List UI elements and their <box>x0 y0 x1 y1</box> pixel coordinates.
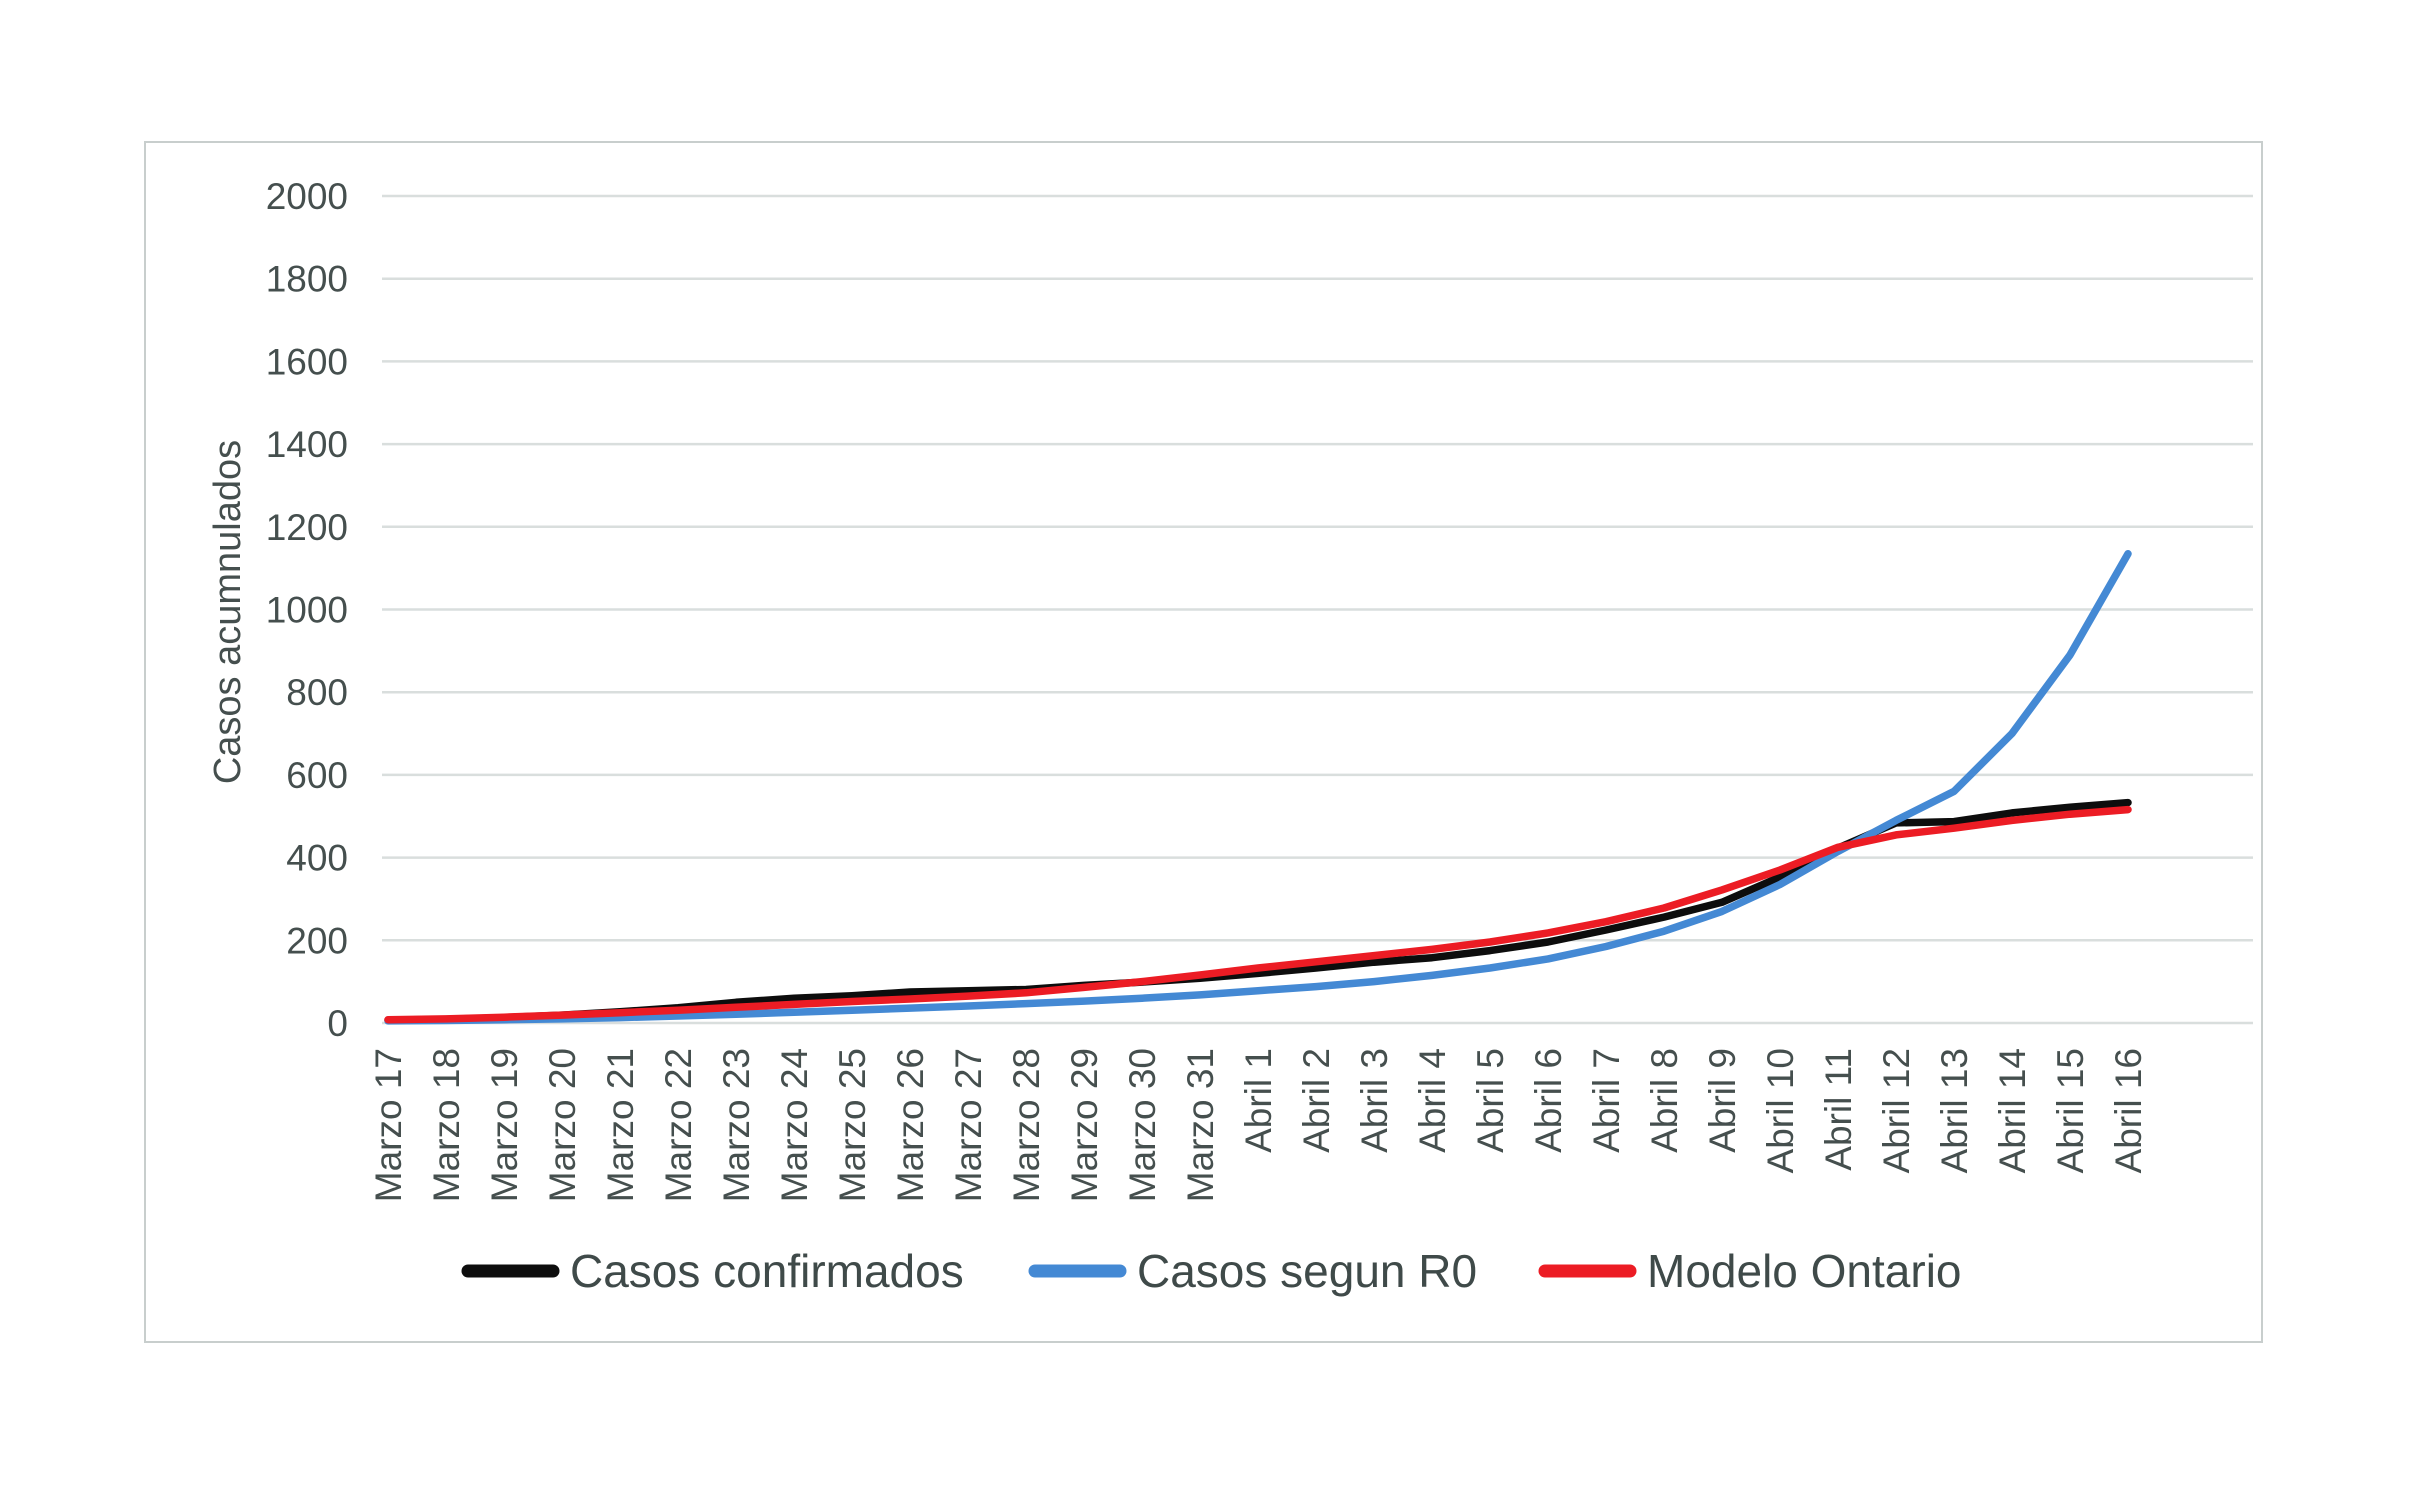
x-tick-label-13: Marzo 30 <box>1122 1048 1163 1202</box>
y-axis-tick-labels: 0 200 400 600 800 1000 1200 1400 1600 1800 2000 <box>266 176 348 1044</box>
x-tick-label-16: Abril 2 <box>1296 1048 1337 1153</box>
x-tick-label-27: Abril 13 <box>1934 1048 1975 1173</box>
series-lines <box>384 549 2132 1025</box>
x-tick-label-2: Marzo 19 <box>484 1048 525 1202</box>
x-tick-label-5: Marzo 22 <box>658 1048 699 1202</box>
x-tick-label-18: Abril 4 <box>1412 1048 1453 1153</box>
y-tick-label-1000: 1000 <box>266 590 348 631</box>
x-tick-label-3: Marzo 20 <box>542 1048 583 1202</box>
x-tick-label-26: Abril 12 <box>1876 1048 1917 1173</box>
x-tick-label-15: Abril 1 <box>1238 1048 1279 1153</box>
y-tick-label-1400: 1400 <box>266 424 348 465</box>
x-axis-tick-labels: Marzo 17 Marzo 18 Marzo 19 Marzo 20 Marzo 21… <box>368 1048 2149 1202</box>
x-tick-label-6: Marzo 23 <box>716 1048 757 1202</box>
y-tick-label-0: 0 <box>327 1003 348 1044</box>
x-tick-label-21: Abril 7 <box>1586 1048 1627 1153</box>
y-axis-title: Casos acumnulados <box>207 440 249 784</box>
x-tick-label-20: Abril 6 <box>1528 1048 1569 1153</box>
series-line-modelo-ontario <box>384 805 2132 1024</box>
x-tick-label-1: Marzo 18 <box>426 1048 467 1202</box>
x-tick-label-11: Marzo 28 <box>1006 1048 1047 1202</box>
legend-item-modelo-ontario: Modelo Ontario <box>1538 1245 1962 1297</box>
x-tick-label-17: Abril 3 <box>1354 1048 1395 1153</box>
x-tick-label-4: Marzo 21 <box>600 1048 641 1202</box>
x-tick-label-29: Abril 15 <box>2050 1048 2091 1173</box>
x-tick-label-24: Abril 10 <box>1760 1048 1801 1173</box>
x-tick-label-19: Abril 5 <box>1470 1048 1511 1153</box>
x-tick-label-9: Marzo 26 <box>890 1048 931 1202</box>
y-tick-label-1800: 1800 <box>266 259 348 300</box>
x-tick-label-12: Marzo 29 <box>1064 1048 1105 1202</box>
x-tick-label-23: Abril 9 <box>1702 1048 1743 1153</box>
legend-label: Casos segun R0 <box>1137 1245 1477 1297</box>
x-tick-label-30: Abril 16 <box>2108 1048 2149 1173</box>
y-tick-label-200: 200 <box>286 920 348 961</box>
gridlines <box>382 194 2253 1025</box>
series-line-casos-segun-r0 <box>384 549 2132 1025</box>
y-tick-label-800: 800 <box>286 672 348 713</box>
x-tick-label-10: Marzo 27 <box>948 1048 989 1202</box>
y-tick-label-400: 400 <box>286 838 348 879</box>
x-tick-label-25: Abril 11 <box>1818 1048 1859 1171</box>
x-tick-label-7: Marzo 24 <box>774 1048 815 1202</box>
legend-label: Casos confirmados <box>570 1245 964 1297</box>
y-tick-label-600: 600 <box>286 755 348 796</box>
x-tick-label-22: Abril 8 <box>1644 1048 1685 1153</box>
legend: Casos confirmados Casos segun R0 Modelo On… <box>461 1245 1962 1297</box>
x-tick-label-0: Marzo 17 <box>368 1048 409 1202</box>
x-tick-label-8: Marzo 25 <box>832 1048 873 1202</box>
y-tick-label-1200: 1200 <box>266 507 348 548</box>
y-tick-label-1600: 1600 <box>266 341 348 382</box>
legend-label: Modelo Ontario <box>1647 1245 1962 1297</box>
figure-border <box>144 141 2263 1343</box>
x-tick-label-14: Marzo 31 <box>1180 1048 1221 1202</box>
y-tick-label-2000: 2000 <box>266 176 348 217</box>
legend-item-casos-segun-r0: Casos segun R0 <box>1028 1245 1477 1297</box>
legend-item-casos-confirmados: Casos confirmados <box>461 1245 964 1297</box>
x-tick-label-28: Abril 14 <box>1992 1048 2033 1173</box>
